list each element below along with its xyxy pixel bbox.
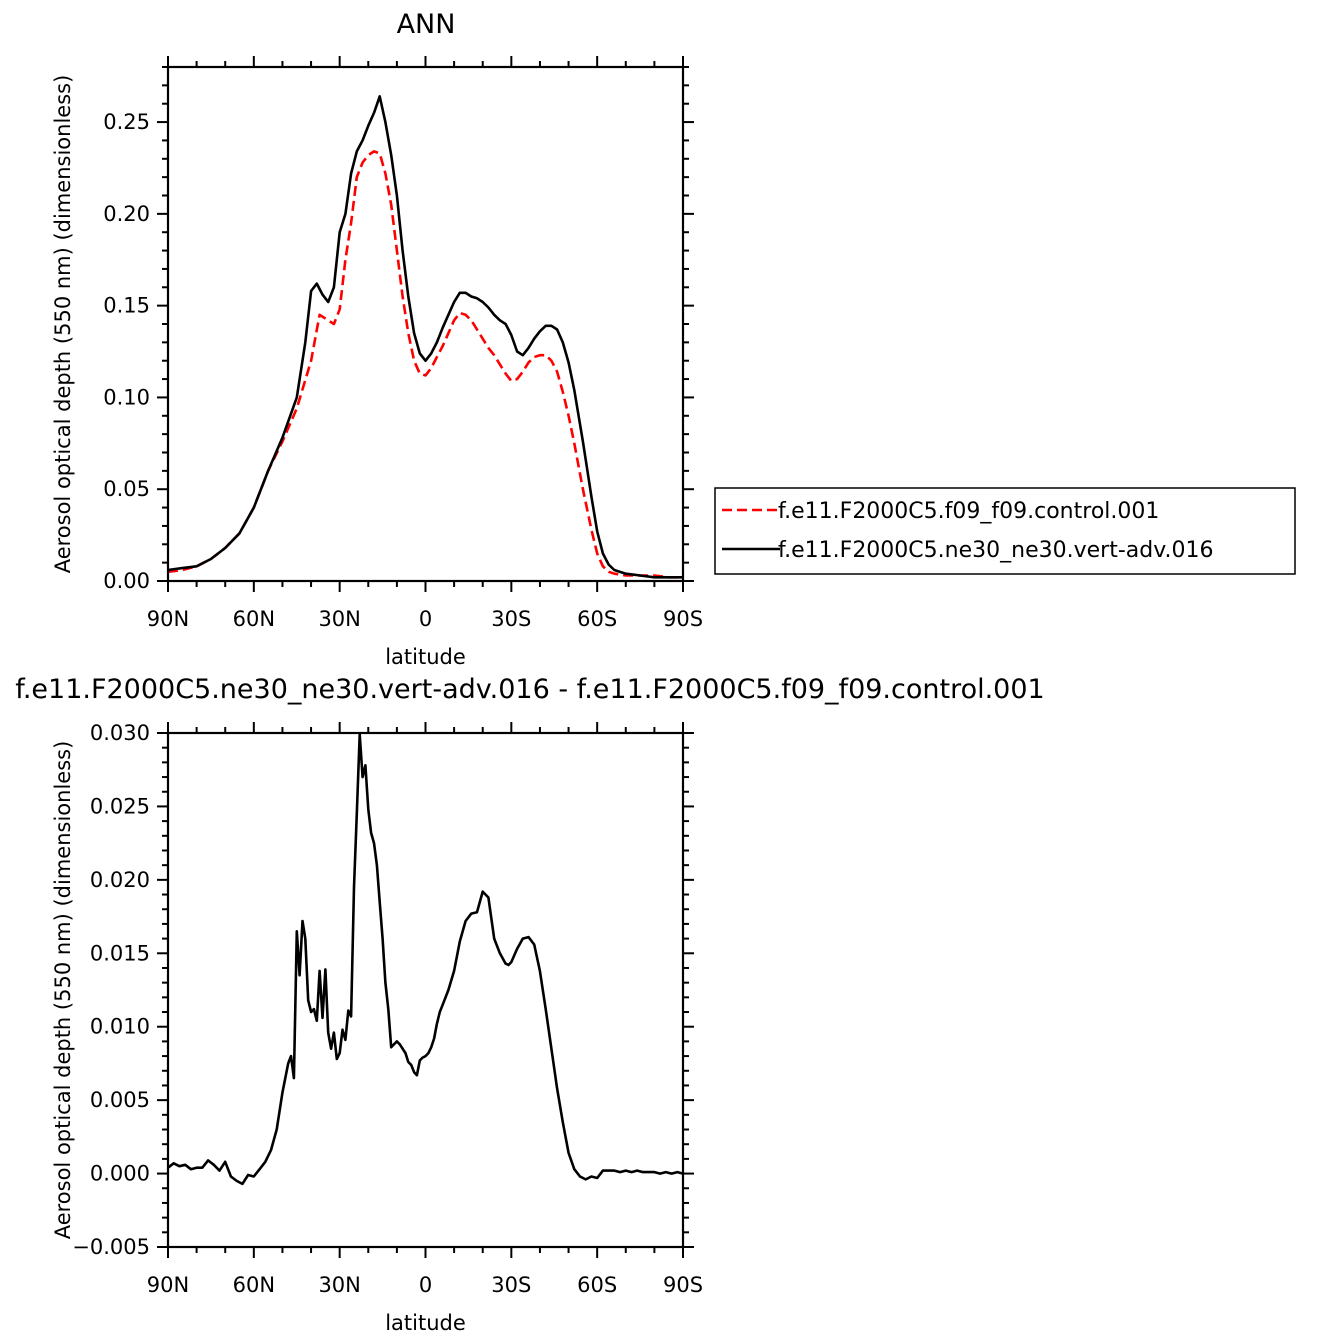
top-x-tick-label: 60N <box>233 607 275 631</box>
bottom-x-tick-label: 90S <box>663 1273 703 1297</box>
bottom-x-tick-label: 90N <box>147 1273 189 1297</box>
top-y-tick-label: 0.25 <box>103 110 150 134</box>
legend: f.e11.F2000C5.f09_f09.control.001 f.e11.F… <box>714 487 1296 575</box>
top-chart-title: ANN <box>397 9 456 40</box>
top-x-tick-label: 0 <box>419 607 432 631</box>
top-y-axis-label: Aerosol optical depth (550 nm) (dimensio… <box>51 75 75 574</box>
legend-label-1: f.e11.F2000C5.f09_f09.control.001 <box>778 499 1159 524</box>
top-y-tick-label: 0.10 <box>103 385 150 409</box>
top-panel: ANN 0.00 0.05 0.10 0.15 0.20 0.25 90N 60N 30N 0 30… <box>51 9 1296 669</box>
bottom-y-axis-label: Aerosol optical depth (550 nm) (dimensio… <box>51 741 75 1240</box>
bottom-x-tick-label: 30N <box>318 1273 360 1297</box>
top-x-tick-label: 30S <box>491 607 531 631</box>
bottom-y-tick-label: 0.005 <box>90 1088 150 1112</box>
bottom-y-tick-label: 0.020 <box>90 868 150 892</box>
bottom-panel: f.e11.F2000C5.ne30_ne30.vert-adv.016 - f… <box>15 674 1044 1335</box>
bottom-x-tick-label: 30S <box>491 1273 531 1297</box>
top-y-tick-label: 0.00 <box>103 569 150 593</box>
bottom-x-tick-label: 60S <box>577 1273 617 1297</box>
bottom-chart-title: f.e11.F2000C5.ne30_ne30.vert-adv.016 - f… <box>15 674 1044 705</box>
bottom-y-tick-label: 0.010 <box>90 1015 150 1039</box>
bottom-y-tick-label: −0.005 <box>72 1235 150 1259</box>
bottom-y-tick-label: 0.030 <box>90 721 150 745</box>
legend-box <box>714 487 1296 575</box>
top-x-axis-label: latitude <box>385 645 466 669</box>
top-y-tick-label: 0.20 <box>103 202 150 226</box>
bottom-y-tick-label: 0.000 <box>90 1162 150 1186</box>
top-x-tick-label: 30N <box>318 607 360 631</box>
top-x-tick-label: 90N <box>147 607 189 631</box>
top-series-line-2 <box>167 95 683 579</box>
top-y-tick-label: 0.15 <box>103 294 150 318</box>
top-y-tick-label: 0.05 <box>103 477 150 501</box>
top-x-tick-label: 90S <box>663 607 703 631</box>
bottom-x-tick-label: 0 <box>419 1273 432 1297</box>
bottom-y-tick-label: 0.015 <box>90 941 150 965</box>
top-x-tick-label: 60S <box>577 607 617 631</box>
bottom-y-tick-label: 0.025 <box>90 794 150 818</box>
top-plot-frame <box>166 65 685 583</box>
top-series-line-1 <box>167 150 683 579</box>
bottom-x-axis-label: latitude <box>385 1311 466 1335</box>
bottom-series-line-1 <box>167 733 684 1186</box>
bottom-x-tick-label: 60N <box>233 1273 275 1297</box>
legend-label-2: f.e11.F2000C5.ne30_ne30.vert-adv.016 <box>778 538 1214 563</box>
